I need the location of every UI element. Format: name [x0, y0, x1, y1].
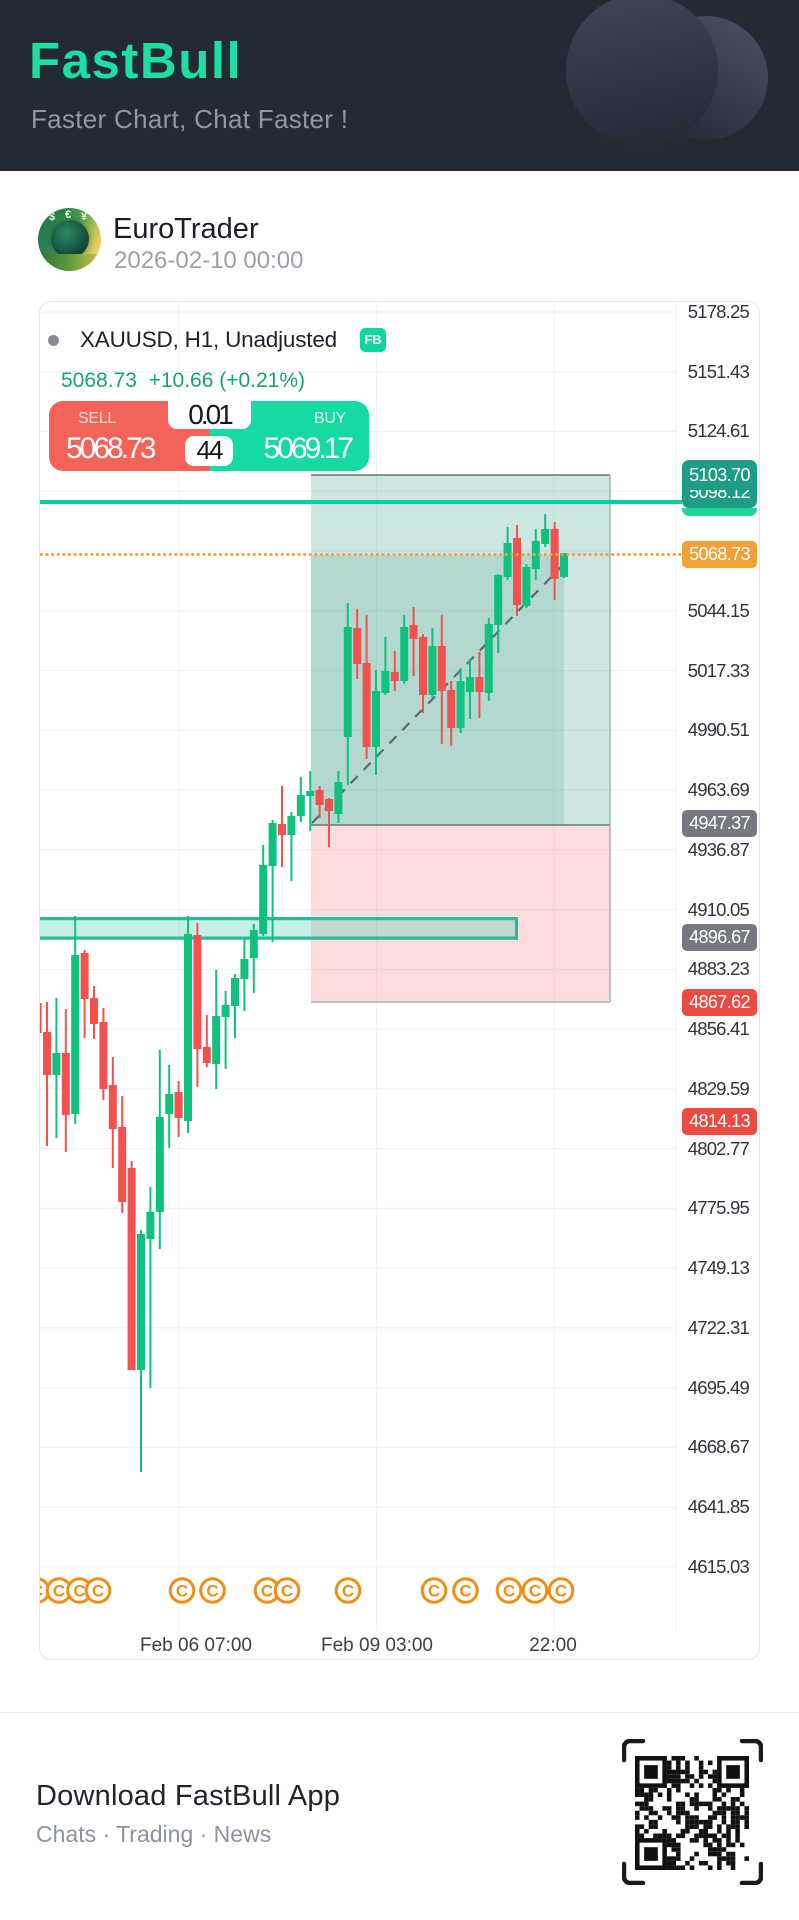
svg-text:C: C — [428, 1582, 440, 1601]
svg-text:C: C — [555, 1582, 567, 1601]
svg-text:C: C — [92, 1582, 104, 1601]
svg-text:C: C — [529, 1582, 541, 1601]
svg-text:C: C — [281, 1582, 293, 1601]
svg-text:C: C — [342, 1582, 354, 1601]
svg-text:C: C — [206, 1582, 218, 1601]
svg-text:C: C — [53, 1582, 65, 1601]
svg-text:C: C — [176, 1582, 188, 1601]
svg-text:C: C — [503, 1582, 515, 1601]
svg-text:C: C — [73, 1582, 85, 1601]
svg-text:C: C — [459, 1582, 471, 1601]
svg-text:C: C — [261, 1582, 273, 1601]
svg-text:C: C — [40, 1582, 43, 1601]
